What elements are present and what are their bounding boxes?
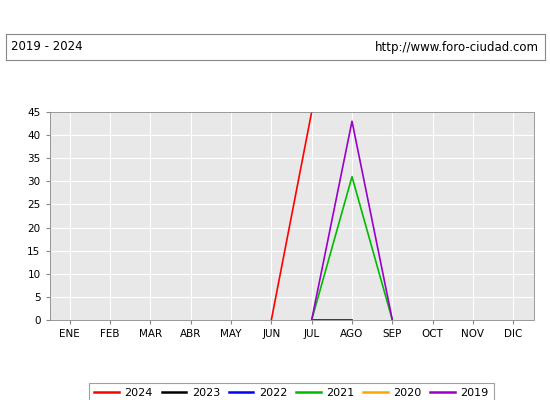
- 2022: [309, 318, 315, 322]
- Text: http://www.foro-ciudad.com: http://www.foro-ciudad.com: [375, 40, 539, 54]
- 2019: [389, 318, 395, 322]
- 2021: [349, 174, 355, 179]
- 2019: [309, 318, 315, 322]
- 2019: [349, 119, 355, 124]
- Line: 2019: 2019: [312, 121, 392, 320]
- Legend: 2024, 2023, 2022, 2021, 2020, 2019: 2024, 2023, 2022, 2021, 2020, 2019: [89, 383, 494, 400]
- 2021: [389, 318, 395, 322]
- 2021: [309, 318, 315, 322]
- Text: Evolucion Nº Turistas Extranjeros en el municipio de Lantadilla: Evolucion Nº Turistas Extranjeros en el …: [67, 10, 483, 24]
- Line: 2021: 2021: [312, 177, 392, 320]
- 2022: [349, 318, 355, 322]
- Text: 2019 - 2024: 2019 - 2024: [11, 40, 82, 54]
